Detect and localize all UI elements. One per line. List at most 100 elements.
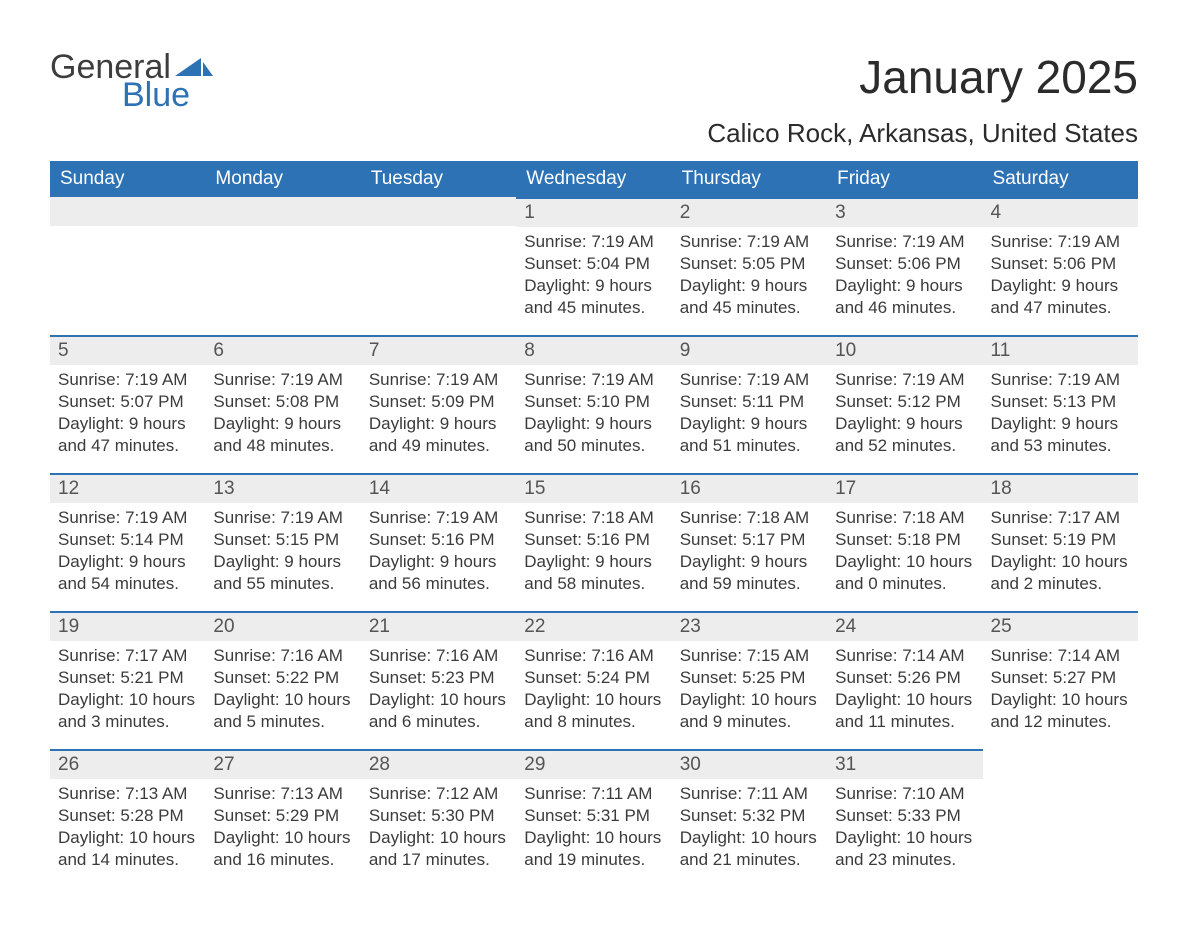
day-number: 1 (516, 199, 671, 227)
sunrise-line: Sunrise: 7:19 AM (369, 507, 508, 529)
sunrise-label: Sunrise: (213, 370, 280, 389)
day-cell: 3Sunrise: 7:19 AMSunset: 5:06 PMDaylight… (827, 197, 982, 335)
day-body: Sunrise: 7:14 AMSunset: 5:27 PMDaylight:… (983, 641, 1138, 739)
sunrise-line: Sunrise: 7:11 AM (524, 783, 663, 805)
day-body: Sunrise: 7:17 AMSunset: 5:21 PMDaylight:… (50, 641, 205, 739)
day-cell: 28Sunrise: 7:12 AMSunset: 5:30 PMDayligh… (361, 749, 516, 887)
day-body: Sunrise: 7:19 AMSunset: 5:07 PMDaylight:… (50, 365, 205, 463)
sunset-label: Sunset: (524, 254, 586, 273)
sunrise-value: 7:18 AM (591, 508, 653, 527)
sunrise-value: 7:18 AM (747, 508, 809, 527)
daylight-line: Daylight: 9 hours and 53 minutes. (991, 413, 1130, 457)
day-body: Sunrise: 7:12 AMSunset: 5:30 PMDaylight:… (361, 779, 516, 877)
sunrise-label: Sunrise: (58, 370, 125, 389)
day-wrap: 29Sunrise: 7:11 AMSunset: 5:31 PMDayligh… (516, 749, 671, 877)
daylight-line: Daylight: 10 hours and 17 minutes. (369, 827, 508, 871)
sunrise-line: Sunrise: 7:18 AM (835, 507, 974, 529)
sunset-label: Sunset: (680, 392, 742, 411)
sunrise-value: 7:17 AM (125, 646, 187, 665)
day-wrap: 9Sunrise: 7:19 AMSunset: 5:11 PMDaylight… (672, 335, 827, 463)
day-body: Sunrise: 7:11 AMSunset: 5:32 PMDaylight:… (672, 779, 827, 877)
daylight-label: Daylight: (369, 414, 440, 433)
sunrise-label: Sunrise: (369, 370, 436, 389)
sunrise-value: 7:14 AM (1058, 646, 1120, 665)
day-number: 20 (205, 613, 360, 641)
sunrise-line: Sunrise: 7:19 AM (58, 507, 197, 529)
daylight-label: Daylight: (213, 828, 284, 847)
empty-lead-bar (50, 197, 205, 226)
sunset-line: Sunset: 5:17 PM (680, 529, 819, 551)
sunset-label: Sunset: (680, 668, 742, 687)
day-body: Sunrise: 7:10 AMSunset: 5:33 PMDaylight:… (827, 779, 982, 877)
sunset-line: Sunset: 5:33 PM (835, 805, 974, 827)
sunset-line: Sunset: 5:09 PM (369, 391, 508, 413)
sunrise-label: Sunrise: (835, 784, 902, 803)
sunrise-line: Sunrise: 7:11 AM (680, 783, 819, 805)
sunset-line: Sunset: 5:18 PM (835, 529, 974, 551)
sunrise-label: Sunrise: (58, 646, 125, 665)
daylight-label: Daylight: (213, 690, 284, 709)
day-body: Sunrise: 7:19 AMSunset: 5:14 PMDaylight:… (50, 503, 205, 601)
day-cell: 12Sunrise: 7:19 AMSunset: 5:14 PMDayligh… (50, 473, 205, 611)
sunrise-line: Sunrise: 7:19 AM (680, 231, 819, 253)
daylight-line: Daylight: 10 hours and 14 minutes. (58, 827, 197, 871)
day-body: Sunrise: 7:19 AMSunset: 5:13 PMDaylight:… (983, 365, 1138, 463)
sunrise-line: Sunrise: 7:14 AM (835, 645, 974, 667)
sunset-value: 5:09 PM (431, 392, 494, 411)
sunset-label: Sunset: (835, 806, 897, 825)
day-number: 10 (827, 337, 982, 365)
sunset-line: Sunset: 5:29 PM (213, 805, 352, 827)
sunrise-value: 7:17 AM (1058, 508, 1120, 527)
sunrise-value: 7:13 AM (125, 784, 187, 803)
sunset-label: Sunset: (369, 392, 431, 411)
day-wrap: 26Sunrise: 7:13 AMSunset: 5:28 PMDayligh… (50, 749, 205, 877)
sunrise-label: Sunrise: (369, 646, 436, 665)
sunset-value: 5:31 PM (587, 806, 650, 825)
sunset-label: Sunset: (991, 530, 1053, 549)
day-body: Sunrise: 7:19 AMSunset: 5:06 PMDaylight:… (827, 227, 982, 325)
daylight-label: Daylight: (58, 552, 129, 571)
sunset-line: Sunset: 5:10 PM (524, 391, 663, 413)
sunrise-line: Sunrise: 7:19 AM (369, 369, 508, 391)
day-body: Sunrise: 7:16 AMSunset: 5:24 PMDaylight:… (516, 641, 671, 739)
sunset-label: Sunset: (835, 254, 897, 273)
sunrise-line: Sunrise: 7:14 AM (991, 645, 1130, 667)
sunrise-label: Sunrise: (524, 508, 591, 527)
sunrise-line: Sunrise: 7:19 AM (58, 369, 197, 391)
empty-cell (205, 197, 360, 335)
daylight-label: Daylight: (524, 552, 595, 571)
daylight-line: Daylight: 10 hours and 9 minutes. (680, 689, 819, 733)
sunrise-value: 7:19 AM (1058, 370, 1120, 389)
sunset-value: 5:29 PM (276, 806, 339, 825)
sunset-value: 5:21 PM (120, 668, 183, 687)
sunset-line: Sunset: 5:22 PM (213, 667, 352, 689)
day-number: 7 (361, 337, 516, 365)
sunset-value: 5:26 PM (897, 668, 960, 687)
header-row: General Blue January 2025 Calico Rock, A… (50, 50, 1138, 149)
day-body: Sunrise: 7:13 AMSunset: 5:29 PMDaylight:… (205, 779, 360, 877)
day-cell: 31Sunrise: 7:10 AMSunset: 5:33 PMDayligh… (827, 749, 982, 887)
day-cell: 20Sunrise: 7:16 AMSunset: 5:22 PMDayligh… (205, 611, 360, 749)
day-cell: 11Sunrise: 7:19 AMSunset: 5:13 PMDayligh… (983, 335, 1138, 473)
sunrise-label: Sunrise: (991, 370, 1058, 389)
day-number: 9 (672, 337, 827, 365)
sunrise-value: 7:16 AM (591, 646, 653, 665)
sunset-label: Sunset: (524, 392, 586, 411)
day-body: Sunrise: 7:19 AMSunset: 5:11 PMDaylight:… (672, 365, 827, 463)
sunrise-label: Sunrise: (991, 232, 1058, 251)
daylight-label: Daylight: (369, 552, 440, 571)
sunset-line: Sunset: 5:24 PM (524, 667, 663, 689)
sunrise-value: 7:19 AM (591, 232, 653, 251)
day-cell: 19Sunrise: 7:17 AMSunset: 5:21 PMDayligh… (50, 611, 205, 749)
sunset-label: Sunset: (213, 806, 275, 825)
daylight-label: Daylight: (680, 690, 751, 709)
day-number: 31 (827, 751, 982, 779)
sunset-label: Sunset: (524, 530, 586, 549)
daylight-label: Daylight: (835, 414, 906, 433)
sunset-line: Sunset: 5:16 PM (524, 529, 663, 551)
day-wrap: 23Sunrise: 7:15 AMSunset: 5:25 PMDayligh… (672, 611, 827, 739)
day-body: Sunrise: 7:14 AMSunset: 5:26 PMDaylight:… (827, 641, 982, 739)
daylight-line: Daylight: 10 hours and 0 minutes. (835, 551, 974, 595)
sunset-line: Sunset: 5:04 PM (524, 253, 663, 275)
daylight-line: Daylight: 9 hours and 47 minutes. (991, 275, 1130, 319)
